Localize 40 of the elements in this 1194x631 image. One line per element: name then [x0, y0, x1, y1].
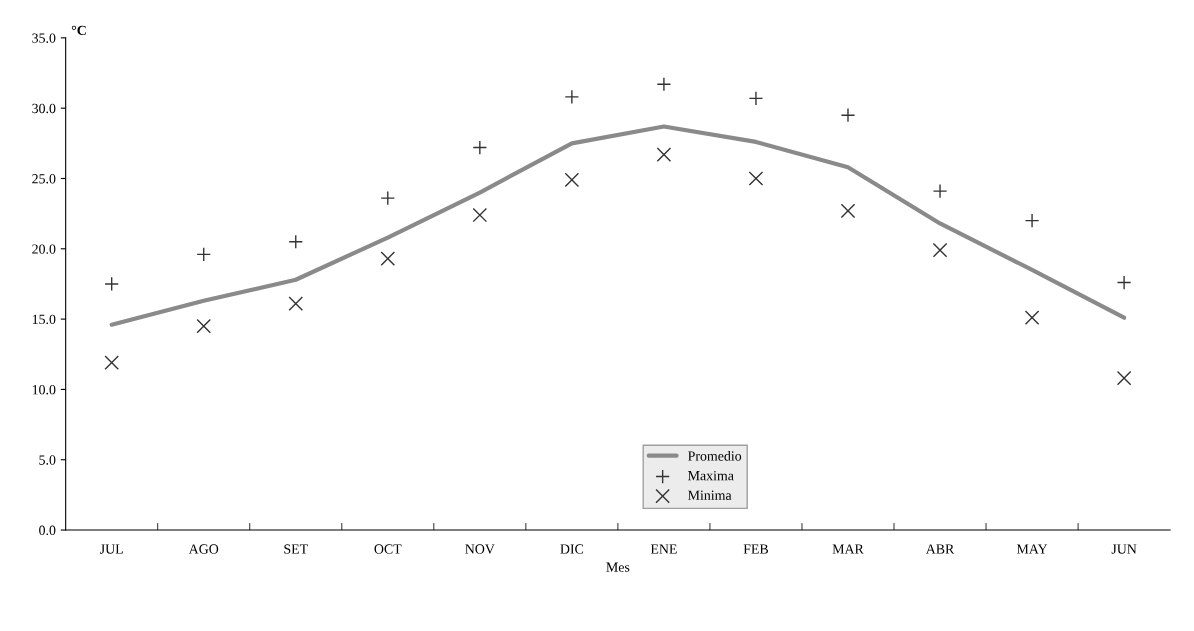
x-tick-label: SET: [284, 544, 308, 554]
x-tick-label: DIC: [560, 544, 584, 554]
point: [840, 203, 856, 219]
y-tick-label: 20.0: [32, 244, 56, 254]
point: [1116, 370, 1132, 386]
point: [564, 172, 580, 188]
y-tick-label: 10.0: [32, 385, 56, 395]
point: [472, 207, 488, 223]
y-tick-label: 30.0: [32, 103, 56, 114]
y-axis-title: °C: [71, 25, 86, 36]
x-tick-label: ABR: [925, 544, 955, 554]
x-tick-label: OCT: [374, 544, 402, 554]
legend-label: Maxima: [688, 471, 734, 481]
point: [380, 251, 396, 266]
x-tick-label: AGO: [188, 544, 219, 554]
point: [104, 355, 119, 370]
point: [1116, 275, 1132, 290]
point: [748, 171, 764, 186]
x-tick-label: FEB: [743, 544, 769, 554]
y-tick-label: 15.0: [32, 314, 56, 325]
point: [656, 147, 672, 162]
x-axis-title: Mes: [606, 562, 630, 572]
point: [932, 242, 948, 258]
x-tick-label: JUL: [100, 544, 123, 554]
y-tick-label: 25.0: [32, 174, 56, 184]
legend-label: Minima: [688, 490, 732, 500]
x-tick-label: MAR: [832, 544, 864, 554]
x-tick-label: JUN: [1111, 544, 1137, 554]
x-tick-label: ENE: [650, 544, 677, 554]
point: [472, 140, 488, 155]
point: [196, 318, 212, 334]
point: [1024, 310, 1040, 325]
legend-label: Promedio: [688, 450, 742, 461]
x-tick-label: MAY: [1016, 544, 1048, 554]
y-tick-label: 0.0: [39, 525, 56, 536]
point: [288, 296, 304, 311]
x-tick-label: NOV: [465, 544, 495, 554]
y-tick-label: 35.0: [32, 33, 56, 43]
y-tick-label: 5.0: [39, 455, 56, 465]
line-series: [109, 124, 1127, 327]
